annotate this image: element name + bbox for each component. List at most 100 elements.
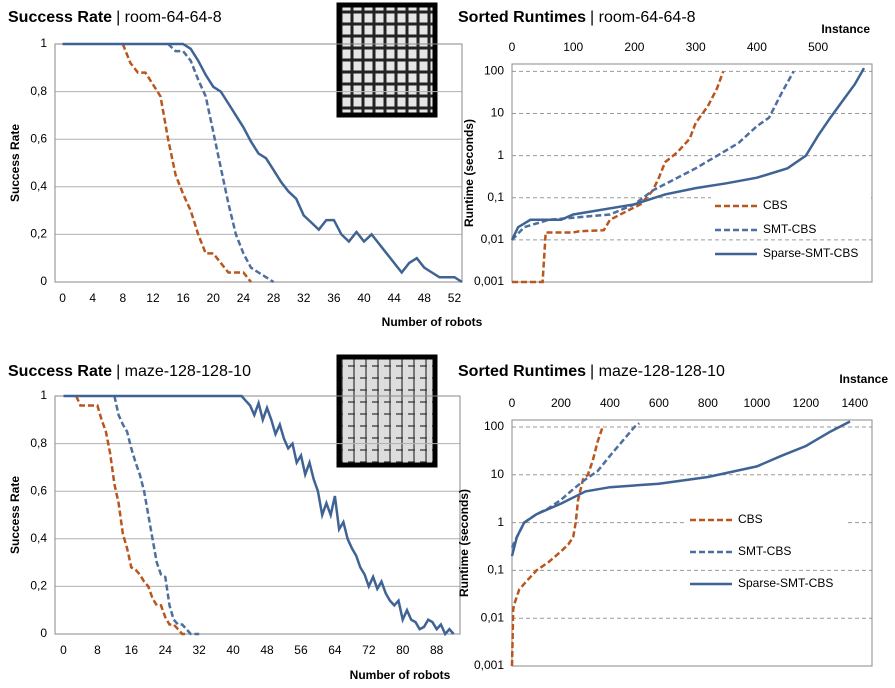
x-tick-label: 500 <box>808 40 828 54</box>
series-line <box>63 394 455 637</box>
x-axis-title: Instance <box>821 22 870 36</box>
x-tick-label: 24 <box>237 291 251 305</box>
x-tick-label: 64 <box>328 643 342 657</box>
legend-bg <box>686 575 846 593</box>
x-tick-label: 200 <box>624 40 644 54</box>
x-tick-label: 32 <box>193 643 207 657</box>
x-tick-label: 28 <box>267 291 281 305</box>
y-tick-label: 0,8 <box>30 84 47 98</box>
legend-label: Sparse-SMT-CBS <box>763 246 858 260</box>
y-tick-label: 1 <box>497 515 504 529</box>
x-tick-label: 200 <box>551 396 571 410</box>
x-tick-label: 0 <box>509 40 516 54</box>
y-tick-label: 0,1 <box>487 563 504 577</box>
x-tick-label: 32 <box>297 291 311 305</box>
series-line <box>512 70 725 284</box>
x-tick-label: 1200 <box>793 396 820 410</box>
series-line <box>510 420 851 557</box>
title-main: Sorted Runtimes <box>458 363 586 380</box>
y-tick-label: 1 <box>497 148 504 162</box>
x-tick-label: 20 <box>207 291 221 305</box>
room-map-thumbnail <box>336 2 438 118</box>
legend-label: CBS <box>763 198 788 212</box>
x-tick-label: 56 <box>294 643 308 657</box>
x-tick-label: 4 <box>89 291 96 305</box>
plot-frame <box>511 63 873 283</box>
x-tick-label: 0 <box>509 396 516 410</box>
legend-bg <box>686 511 846 529</box>
series-line <box>121 43 252 283</box>
x-tick-label: 80 <box>396 643 410 657</box>
x-tick-label: 0 <box>60 643 67 657</box>
x-tick-label: 36 <box>327 291 341 305</box>
x-tick-label: 600 <box>649 396 669 410</box>
y-tick-label: 0,6 <box>30 131 47 145</box>
x-tick-label: 12 <box>146 291 160 305</box>
legend-bg <box>711 197 871 215</box>
legend-bg <box>711 221 871 239</box>
title-main: Success Rate <box>8 363 112 380</box>
legend-bg <box>686 543 846 561</box>
x-tick-label: 88 <box>430 643 444 657</box>
x-tick-label: 400 <box>600 396 620 410</box>
x-tick-label: 40 <box>357 291 371 305</box>
y-tick-label: 0,2 <box>30 227 47 241</box>
legend-label: SMT-CBS <box>763 222 816 236</box>
y-tick-label: 0,001 <box>474 274 504 288</box>
y-tick-label: 10 <box>491 467 505 481</box>
series-line <box>510 426 604 667</box>
series-line <box>62 42 463 284</box>
maze-map-thumbnail <box>336 354 438 468</box>
x-tick-label: 44 <box>387 291 401 305</box>
y-tick-label: 1 <box>40 388 47 402</box>
plot-frame <box>54 395 461 635</box>
x-tick-label: 100 <box>563 40 583 54</box>
series-line <box>511 70 795 241</box>
y-tick-label: 0 <box>40 274 47 288</box>
y-axis-title: Success Rate <box>8 124 22 202</box>
y-axis-title: Success Rate <box>8 476 22 554</box>
chart-title: Sorted Runtimes | room-64-64-8 <box>458 9 696 26</box>
chart-title: Success Rate | maze-128-128-10 <box>8 363 251 380</box>
title-main: Sorted Runtimes <box>458 9 586 26</box>
chart-panel: Success Rate | maze-128-128-1000,20,40,60… <box>8 363 461 682</box>
chart-panel: Success Rate | room-64-64-800,20,40,60,81… <box>8 9 483 329</box>
x-tick-label: 16 <box>176 291 190 305</box>
chart-panel: Sorted Runtimes | maze-128-128-10 0,001 0,0… <box>457 363 888 672</box>
y-tick-label: 0,4 <box>30 179 47 193</box>
y-tick-label: 0,2 <box>30 579 47 593</box>
x-axis-title: Number of robots <box>350 668 451 682</box>
title-sub: | maze-128-128-10 <box>116 363 251 380</box>
y-axis-title: Runtime (seconds) <box>457 489 471 597</box>
title-sub: | maze-128-128-10 <box>590 363 725 380</box>
plot-frame <box>54 43 463 283</box>
x-tick-label: 48 <box>260 643 274 657</box>
y-tick-label: 0,1 <box>487 190 504 204</box>
series-line <box>167 43 275 284</box>
x-tick-label: 1000 <box>744 396 771 410</box>
x-tick-label: 0 <box>59 291 66 305</box>
x-tick-label: 800 <box>698 396 718 410</box>
x-tick-label: 8 <box>119 291 126 305</box>
chart-panel: Sorted Runtimes | room-64-64-8 0,001 0,01 0,… <box>458 9 873 288</box>
x-tick-label: 400 <box>747 40 767 54</box>
chart-title: Success Rate | room-64-64-8 <box>8 9 222 26</box>
y-tick-label: 0,8 <box>30 436 47 450</box>
legend-bg <box>711 245 871 263</box>
y-axis-title: Runtime (seconds) <box>462 119 476 227</box>
chart-title: Sorted Runtimes | maze-128-128-10 <box>458 363 725 380</box>
x-tick-label: 24 <box>159 643 173 657</box>
legend-label: SMT-CBS <box>738 544 791 558</box>
series-line <box>75 395 187 636</box>
y-tick-label: 0,01 <box>481 232 505 246</box>
y-tick-label: 1 <box>40 36 47 50</box>
series-line <box>113 395 200 636</box>
y-tick-label: 0,6 <box>30 483 47 497</box>
y-tick-label: 0,001 <box>474 658 504 672</box>
title-sub: | room-64-64-8 <box>116 9 222 26</box>
plot-frame <box>511 419 873 667</box>
y-tick-label: 0,4 <box>30 531 47 545</box>
x-tick-label: 1400 <box>842 396 869 410</box>
